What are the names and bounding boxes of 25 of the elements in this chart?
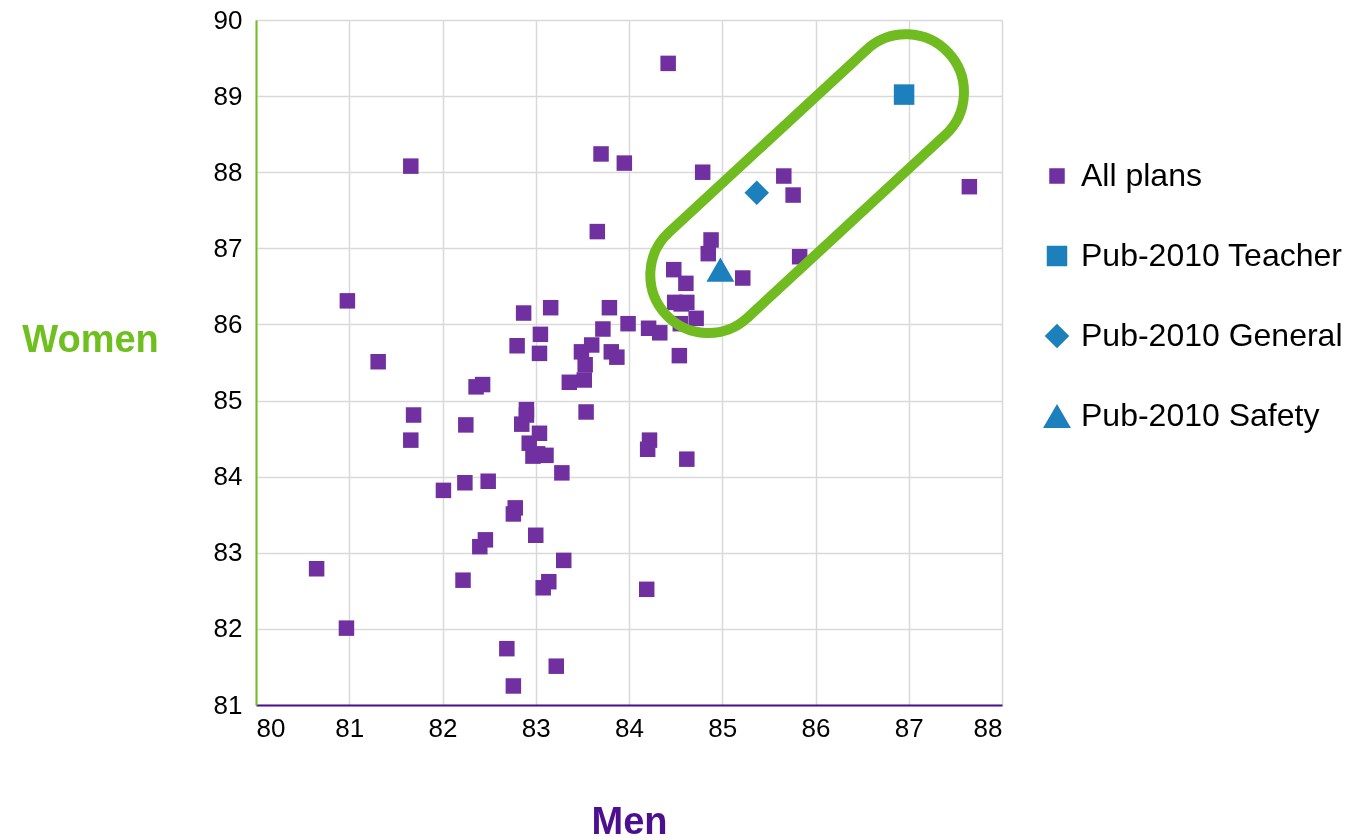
y-tick-label: 88 <box>213 156 243 187</box>
x-tick-label: 85 <box>708 712 738 743</box>
y-tick-label: 90 <box>213 4 243 35</box>
x-axis-title: Men <box>591 799 668 840</box>
x-tick-label: 88 <box>973 712 1003 743</box>
y-tick-label: 83 <box>213 537 243 568</box>
x-tick-label: 83 <box>521 712 551 743</box>
legend-label: Pub-2010 General <box>1081 317 1343 353</box>
y-tick-label: 84 <box>213 461 243 492</box>
y-axis-title: Women <box>22 317 159 360</box>
legend-label: All plans <box>1081 157 1202 193</box>
x-tick-label: 82 <box>428 712 458 743</box>
y-tick-label: 85 <box>213 385 243 416</box>
y-tick-label: 81 <box>213 689 243 720</box>
legend-label: Pub-2010 Teacher <box>1081 237 1343 273</box>
y-tick-label: 89 <box>213 80 243 111</box>
x-tick-label: 86 <box>801 712 831 743</box>
legend-label: Pub-2010 Safety <box>1081 397 1320 433</box>
y-tick-label: 87 <box>213 232 243 263</box>
y-tick-label: 86 <box>213 308 243 339</box>
x-tick-label: 84 <box>615 712 644 743</box>
x-tick-label: 87 <box>894 712 924 743</box>
y-tick-label: 82 <box>213 613 243 644</box>
x-tick-label: 81 <box>335 712 365 743</box>
x-tick-label: 80 <box>256 712 286 743</box>
